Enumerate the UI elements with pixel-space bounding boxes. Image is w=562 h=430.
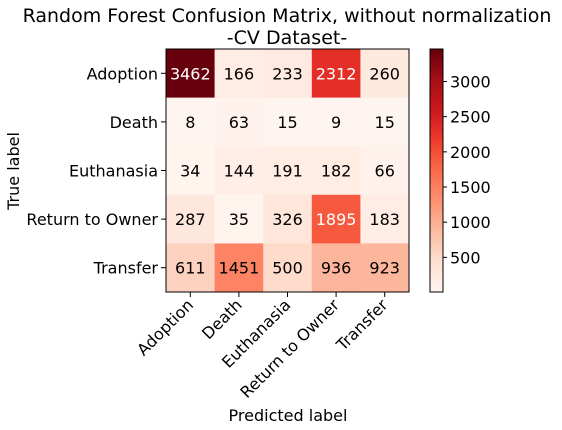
heatmap-cell [311, 97, 361, 147]
cell-value-label: 191 [272, 162, 303, 181]
heatmap-cell [166, 146, 216, 196]
colorbar-tick-label: 2500 [450, 108, 491, 127]
heatmap-cell [263, 146, 313, 196]
heatmap-cell [214, 49, 264, 99]
heatmap-cell [214, 146, 264, 196]
y-tick-labels: Adoption Death Euthanasia Return to Owner Tr… [26, 64, 166, 278]
heatmap-cell [360, 97, 410, 147]
cell-value-label: 183 [369, 210, 400, 229]
cell-value-label: 936 [321, 259, 352, 278]
colorbar-tick-label: 500 [450, 248, 481, 267]
y-tick-label: Death [110, 113, 158, 132]
y-axis-label: True label [4, 132, 23, 211]
cell-value-label: 182 [321, 162, 352, 181]
heatmap-cell [166, 97, 216, 147]
heatmap-cell [311, 49, 361, 99]
cell-value-label: 8 [185, 113, 195, 132]
y-tick-label: Return to Owner [26, 210, 158, 229]
heatmap-cell [311, 194, 361, 244]
cell-value-label: 9 [331, 113, 341, 132]
cell-value-label: 144 [224, 162, 255, 181]
heatmap-cell [360, 194, 410, 244]
chart-title-line2: -CV Dataset- [227, 27, 347, 49]
heatmap-cell [360, 49, 410, 99]
cell-value-label: 233 [272, 64, 303, 83]
heatmap-cell [214, 194, 264, 244]
heatmap-cell [263, 194, 313, 244]
cell-value-label: 260 [369, 64, 400, 83]
cell-value-label: 287 [175, 210, 206, 229]
cell-value-label: 63 [229, 113, 249, 132]
colorbar [429, 48, 444, 293]
heatmap-cell [166, 243, 216, 293]
heatmap-cell [263, 49, 313, 99]
heatmap-cells: 3462 166 233 2312 260 8 63 15 9 15 34 144 191 182 66 28… [166, 49, 410, 293]
heatmap-cell [360, 146, 410, 196]
heatmap-cell [311, 146, 361, 196]
cell-value-label: 166 [224, 64, 255, 83]
colorbar-tick-label: 1500 [450, 178, 491, 197]
x-tick-label: Transfer [332, 295, 392, 355]
cell-value-label: 35 [229, 210, 249, 229]
cell-value-label: 34 [180, 162, 200, 181]
x-tick-label: Death [198, 295, 246, 343]
cell-value-label: 15 [375, 113, 395, 132]
cell-value-label: 66 [375, 162, 395, 181]
heatmap-cell [263, 243, 313, 293]
heatmap-cell [166, 194, 216, 244]
cell-value-label: 3462 [170, 64, 211, 83]
colorbar-tick-label: 3000 [450, 73, 491, 92]
colorbar-tick-label: 2000 [450, 143, 491, 162]
y-tick-label: Transfer [93, 259, 159, 278]
cell-value-label: 1895 [316, 210, 357, 229]
x-tick-label: Adoption [133, 295, 197, 359]
heatmap-cell [263, 97, 313, 147]
heatmap-cell [311, 243, 361, 293]
y-tick-label: Adoption [87, 64, 158, 83]
cell-value-label: 326 [272, 210, 303, 229]
y-tick-label: Euthanasia [69, 162, 158, 181]
cell-value-label: 923 [369, 259, 400, 278]
cell-value-label: 611 [175, 259, 206, 278]
colorbar-ticks: 500 1000 1500 2000 2500 3000 [443, 73, 491, 267]
heatmap-cell [214, 97, 264, 147]
heatmap-cell [360, 243, 410, 293]
cell-value-label: 500 [272, 259, 303, 278]
x-axis-label: Predicted label [229, 406, 348, 425]
chart-title-line1: Random Forest Confusion Matrix, without … [23, 5, 552, 27]
cell-value-label: 2312 [316, 64, 357, 83]
heatmap-cell [214, 243, 264, 293]
cell-value-label: 15 [277, 113, 297, 132]
colorbar-tick-label: 1000 [450, 213, 491, 232]
cell-value-label: 1451 [219, 259, 260, 278]
heatmap-cell [166, 49, 216, 99]
